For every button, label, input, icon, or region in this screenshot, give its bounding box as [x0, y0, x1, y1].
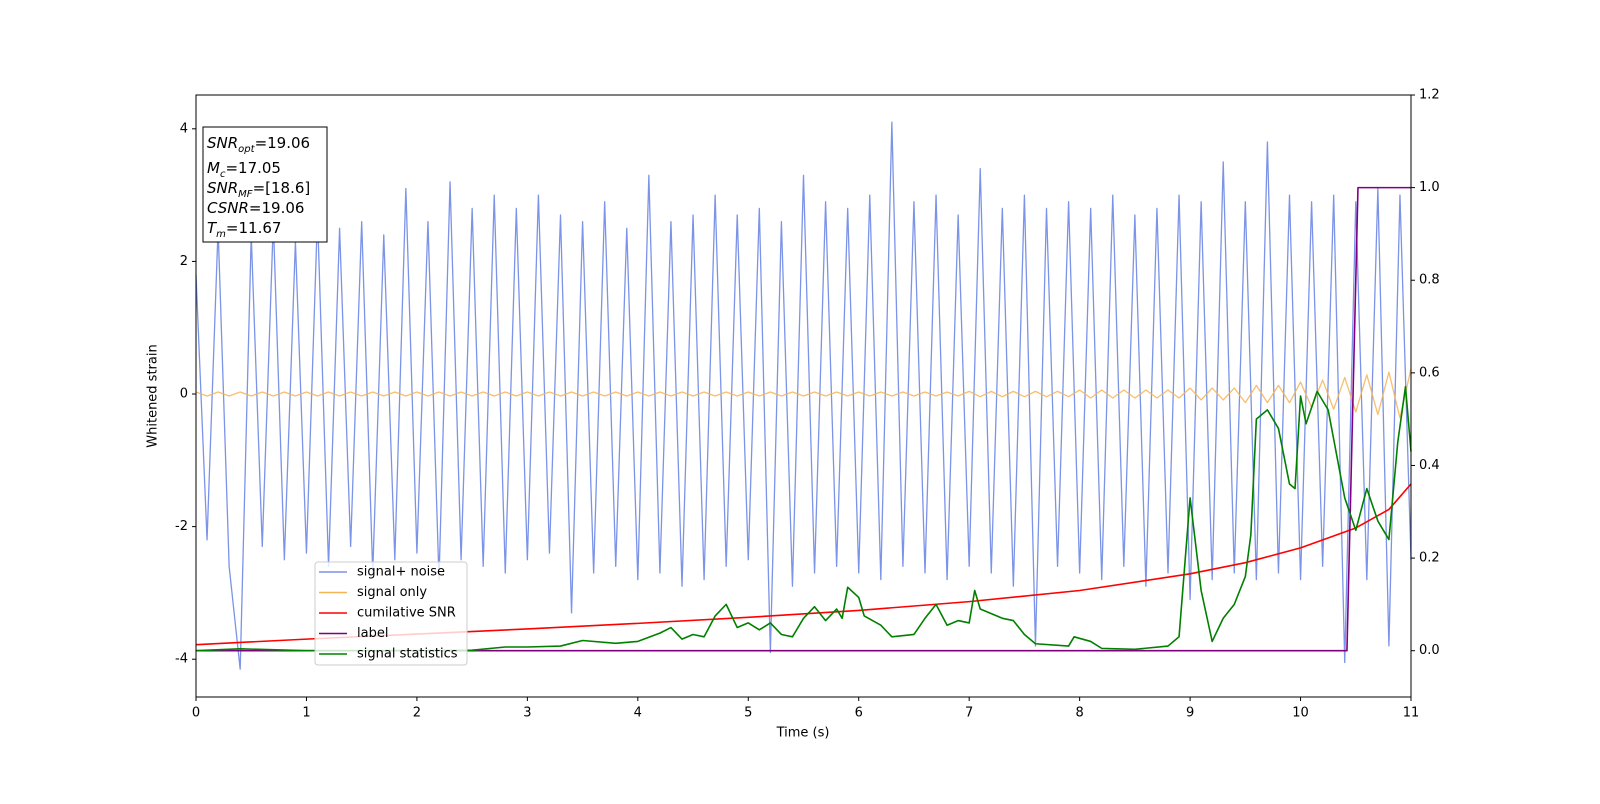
annotation-value: =[18.6]: [253, 179, 311, 197]
y2-tick-label: 0.2: [1419, 551, 1440, 566]
x-tick-label: 3: [523, 706, 531, 721]
series-line: [196, 186, 1411, 652]
annotation-value: =19.06: [255, 134, 311, 152]
x-tick-label: 2: [413, 706, 421, 721]
annotation-symbol: SNR: [207, 134, 238, 152]
series-line: [195, 121, 1412, 670]
annotation-text: CSNR=19.06: [207, 199, 304, 217]
annotation-value: =17.05: [225, 159, 281, 177]
x-tick-label: 0: [192, 706, 200, 721]
series-line: [195, 368, 1412, 419]
annotation-value: =19.06: [249, 199, 305, 217]
y2-tick-label: 0.4: [1419, 458, 1440, 473]
y-tick-label: 0: [180, 387, 188, 402]
y-tick-label: 4: [180, 121, 188, 136]
legend-label: cumilative SNR: [357, 606, 456, 621]
x-tick-label: 4: [634, 706, 642, 721]
y-tick-label: 2: [180, 254, 188, 269]
x-axis-label: Time (s): [776, 726, 830, 741]
annotation-symbol: CSNR: [207, 199, 249, 217]
y2-tick-label: 0.0: [1419, 643, 1440, 658]
legend-label: signal only: [357, 585, 427, 600]
annotation-box: [202, 126, 328, 243]
x-tick-label: 6: [855, 706, 863, 721]
annotation-subscript: MF: [238, 189, 253, 200]
y-tick-label: -2: [175, 519, 188, 534]
annotation-subscript: m: [216, 229, 226, 240]
annotation-subscript: opt: [238, 144, 255, 155]
x-tick-label: 7: [965, 706, 973, 721]
annotation-text: Tm=11.67: [207, 219, 281, 240]
annotation-symbol: M: [207, 159, 220, 177]
annotation-subscript: c: [220, 169, 226, 180]
legend-label: label: [357, 626, 388, 641]
x-tick-label: 1: [302, 706, 310, 721]
y2-tick-label: 0.8: [1419, 273, 1440, 288]
annotation-text: SNRMF=[18.6]: [207, 179, 310, 200]
legend-label: signal statistics: [357, 647, 458, 662]
y2-tick-label: 0.6: [1419, 365, 1440, 380]
annotation-symbol: T: [207, 219, 218, 237]
x-tick-label: 11: [1403, 706, 1420, 721]
annotation-text: SNRopt=19.06: [207, 134, 310, 155]
annotation-text: Mc=17.05: [207, 159, 281, 180]
y2-tick-label: 1.2: [1419, 88, 1440, 103]
x-tick-label: 9: [1186, 706, 1194, 721]
legend-label: signal+ noise: [357, 565, 445, 580]
x-tick-label: 8: [1075, 706, 1083, 721]
annotation-symbol: SNR: [207, 179, 238, 197]
y-axis-label: Whitened strain: [146, 344, 161, 447]
annotation-value: =11.67: [226, 219, 282, 237]
series-line: [195, 385, 1412, 652]
y2-tick-label: 1.0: [1419, 180, 1440, 195]
y-tick-label: -4: [175, 652, 188, 667]
axes-frame: [195, 94, 1412, 698]
x-tick-label: 10: [1292, 706, 1309, 721]
legend-box: [314, 561, 468, 666]
x-tick-label: 5: [744, 706, 752, 721]
